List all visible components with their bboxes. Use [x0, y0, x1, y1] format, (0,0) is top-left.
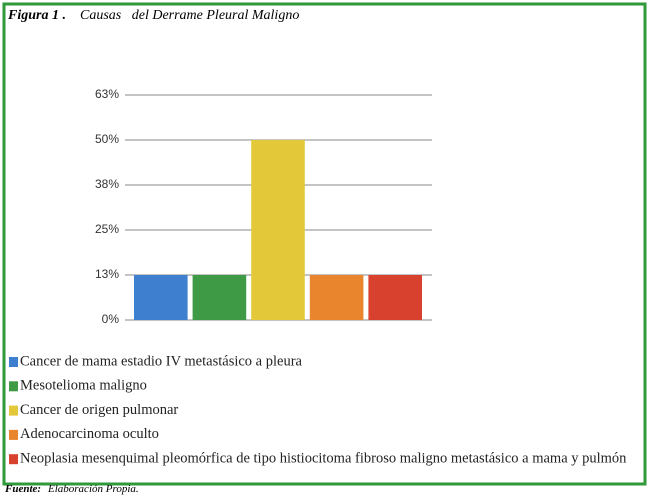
legend-label: Cancer de origen pulmonar [20, 402, 178, 418]
bar [134, 275, 188, 320]
legend-swatch [9, 381, 18, 392]
bar [251, 140, 305, 320]
legend-swatch [9, 454, 18, 465]
bar [368, 275, 422, 320]
y-tick-label: 38% [95, 177, 119, 191]
y-tick-label: 0% [102, 312, 120, 326]
y-tick-label: 25% [95, 222, 119, 236]
legend-swatch [9, 405, 18, 416]
legend-label: Mesotelioma maligno [20, 378, 147, 394]
y-tick-label: 13% [95, 267, 119, 281]
legend-swatch [9, 429, 18, 440]
legend-label: Cancer de mama estadio IV metastásico a … [20, 353, 303, 369]
bar [192, 275, 247, 320]
source: Elaboración Propia. [47, 483, 139, 495]
bar [309, 275, 364, 320]
y-tick-label: 50% [95, 132, 119, 146]
chart-title: Causas del Derrame Pleural Maligno [80, 8, 299, 23]
y-tick-label: 63% [95, 87, 119, 101]
legend-swatch [9, 357, 18, 367]
source-label: Fuente: [4, 483, 41, 495]
legend-label: Adenocarcinoma oculto [20, 426, 159, 442]
frame [2, 2, 647, 486]
legend-label: Neoplasia mesenquimal pleomórfica de tip… [20, 451, 627, 467]
figure-label: Figura 1 . [7, 8, 66, 23]
